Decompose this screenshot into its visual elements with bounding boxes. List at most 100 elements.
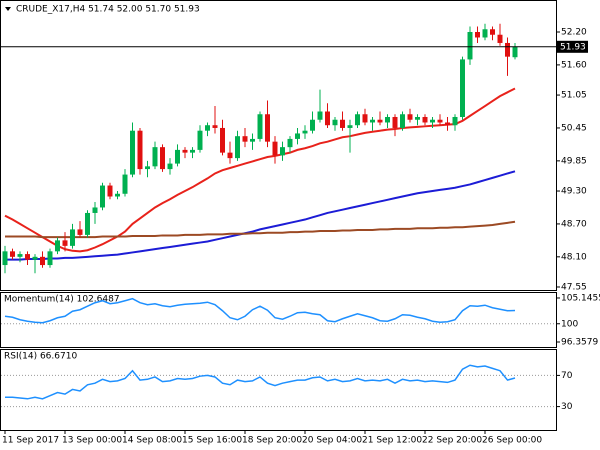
candle-body (437, 119, 443, 123)
candle-body (490, 29, 495, 35)
candle-body (197, 130, 203, 150)
candle-body (302, 130, 308, 134)
indicator-line (4, 297, 516, 324)
candle-body (100, 185, 105, 208)
y-tick-label: 96.3579 (561, 338, 598, 348)
candle-body (40, 256, 45, 266)
candle-body (467, 31, 473, 60)
menu-arrow (5, 7, 11, 11)
candle-body (332, 119, 338, 126)
y-tick-label: 51.05 (561, 91, 587, 101)
x-tick-label: 13 Sep 00:00 (62, 436, 122, 446)
candle-body (182, 149, 188, 153)
candle-body (122, 174, 128, 194)
candle-body (212, 125, 218, 128)
candle-body (175, 149, 180, 164)
candle-body (205, 125, 210, 131)
candle-body (130, 130, 135, 175)
candle-body (400, 114, 405, 128)
last-price-box (556, 40, 588, 53)
x-tick-label: 11 Sep 2017 (2, 436, 59, 446)
x-tick-label: 14 Sep 08:00 (122, 436, 182, 446)
candle-body (392, 116, 398, 128)
candle-body (17, 254, 23, 257)
candle-body (55, 240, 60, 252)
candle-body (325, 111, 330, 126)
candle-body (505, 42, 510, 57)
candle-body (415, 116, 420, 120)
candle-body (317, 111, 323, 120)
candle-body (92, 207, 98, 213)
candle-body (227, 152, 233, 159)
candle-body (512, 46, 518, 58)
candle-body (160, 147, 165, 170)
candle-body (310, 119, 315, 131)
candle-body (347, 125, 353, 128)
candle-body (452, 116, 458, 126)
candle-body (475, 31, 480, 38)
candle-body (497, 34, 503, 43)
chart-title: CRUDE_X17,H4 51.74 52.00 51.70 51.93 (16, 5, 200, 15)
candle-body (77, 229, 83, 235)
moving-average (5, 170, 516, 261)
candle-body (10, 251, 15, 257)
price-panel (0, 0, 557, 291)
y-tick-label: 47.55 (561, 282, 587, 292)
x-tick-label: 20 Sep 04:00 (302, 436, 362, 446)
y-tick-label: 48.10 (561, 252, 587, 262)
candle-body (430, 119, 435, 123)
rsi-panel (0, 349, 557, 431)
candle-body (85, 212, 90, 235)
candle-body (422, 116, 428, 123)
candle-body (377, 119, 383, 123)
last-price-label: 51.93 (560, 42, 586, 52)
momentum-panel (0, 292, 557, 348)
candle-body (257, 114, 263, 139)
candle-body (445, 122, 450, 126)
candle-body (272, 141, 278, 156)
candle-body (47, 251, 53, 266)
candle-body (70, 229, 75, 246)
y-tick-label: 49.30 (561, 187, 587, 197)
candle-body (152, 147, 158, 167)
candle-body (137, 130, 143, 170)
moving-average (5, 220, 516, 239)
candle-body (235, 136, 240, 159)
y-tick-label: 100 (561, 319, 578, 329)
candle-body (482, 29, 488, 38)
candle-body (107, 185, 113, 197)
candle-body (242, 136, 248, 142)
candle-body (32, 256, 38, 260)
candle-body (145, 166, 150, 170)
candle-body (362, 114, 368, 123)
candle-body (250, 138, 255, 142)
candle-body (287, 138, 293, 148)
candle-body (115, 193, 120, 197)
candle-body (280, 147, 285, 156)
candle-body (265, 114, 270, 142)
candle-body (190, 149, 195, 153)
candle-body (407, 114, 413, 120)
moving-average (4, 87, 516, 253)
indicator-title: RSI(14) 66.6710 (4, 352, 77, 362)
candle-body (220, 127, 225, 153)
candle-body (62, 240, 68, 246)
candle-body (2, 251, 8, 266)
candle-body (355, 114, 360, 126)
candle-body (295, 133, 300, 139)
x-tick-label: 22 Sep 20:00 (422, 436, 482, 446)
candle-body (167, 163, 173, 170)
candle-body (385, 116, 390, 123)
y-tick-label: 51.60 (561, 60, 587, 70)
y-tick-label: 30 (561, 402, 573, 412)
candle-body (370, 119, 375, 123)
candle-body (25, 254, 30, 260)
x-tick-label: 26 Sep 00:00 (482, 436, 542, 446)
indicator-title: Momentum(14) 102.6487 (4, 295, 120, 305)
indicator-line (5, 364, 516, 400)
y-tick-label: 49.85 (561, 156, 587, 166)
y-tick-label: 52.20 (561, 27, 587, 37)
y-tick-label: 48.70 (561, 219, 587, 229)
candle-body (340, 119, 345, 128)
